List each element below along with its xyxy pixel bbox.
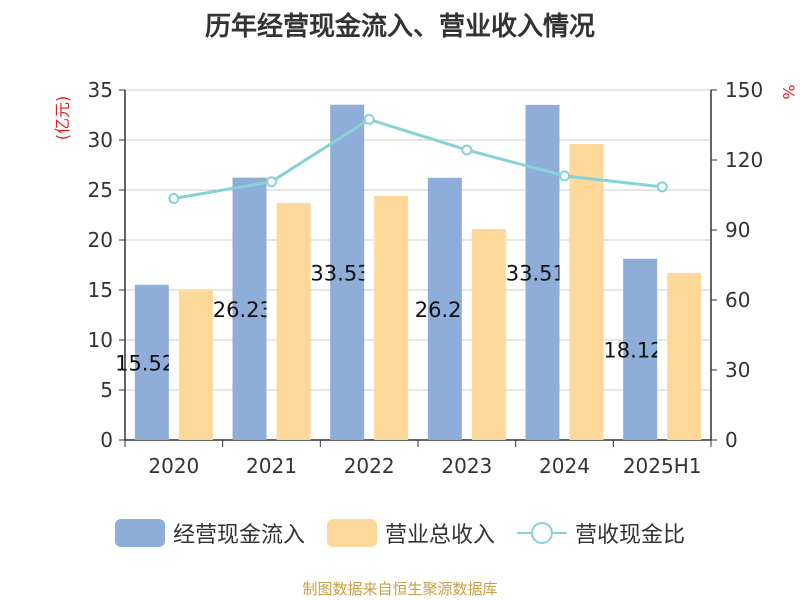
bar-revenue [569,144,604,440]
data-label-cash-inflow: 26.22 [415,298,475,322]
data-label-cash-inflow: 33.531 [310,261,383,285]
y-right-tick-label: 90 [725,218,750,242]
y-left-tick-label: 20 [88,228,113,252]
chart-legend: 经营现金流入 营业总收入 营收现金比 [0,517,800,549]
x-tick-label: 2021 [246,454,297,478]
legend-item-revenue[interactable]: 营业总收入 [326,517,495,549]
bar-cash-inflow [427,177,462,441]
y-left-tick-label: 5 [100,378,113,402]
data-label-cash-inflow: 15.522 [115,351,188,375]
bar-cash-inflow [525,104,560,441]
y-left-tick-label: 25 [88,178,113,202]
y-left-axis-title: (亿元) [53,96,72,141]
bar-cash-inflow [623,258,658,440]
data-label-cash-inflow: 33.514 [506,261,579,285]
data-label-cash-inflow: 26.237 [213,298,286,322]
chart-title: 历年经营现金流入、营业收入情况 [204,12,595,42]
source-note: 制图数据来自恒生聚源数据库 [302,580,498,598]
legend-label-cash-inflow: 经营现金流入 [172,523,305,548]
y-right-tick-label: 150 [725,78,763,102]
bar-cash-inflow [232,177,267,440]
line-cash-ratio [173,117,663,200]
y-right-tick-label: 0 [725,428,738,452]
y-right-axis-title: % [779,84,798,99]
y-left-tick-label: 10 [88,328,113,352]
legend-item-cash-ratio[interactable]: 营收现金比 [517,517,685,549]
y-left-tick-label: 15 [88,278,113,302]
y-right-tick-label: 120 [725,148,763,172]
legend-label-cash-ratio: 营收现金比 [575,523,686,548]
bar-cash-inflow [330,104,365,440]
x-tick-label: 2025H1 [623,454,702,478]
bar-revenue [667,273,702,440]
bar-revenue [276,203,311,440]
legend-item-cash-inflow[interactable]: 经营现金流入 [114,517,305,549]
y-left-tick-label: 0 [100,428,113,452]
point-cash-ratio [461,144,473,156]
y-right-tick-label: 60 [725,288,750,312]
bar-revenue [178,290,213,440]
x-tick-label: 2024 [539,454,590,478]
y-left-tick-label: 30 [88,128,113,152]
point-cash-ratio [363,113,375,125]
point-cash-ratio [266,176,277,188]
x-tick-label: 2023 [441,454,492,478]
point-cash-ratio [168,193,180,204]
y-right-tick-label: 30 [725,358,750,382]
legend-swatch-cash-inflow [114,519,165,547]
point-cash-ratio [656,181,668,193]
bar-cash-inflow [134,284,169,440]
point-cash-ratio [559,170,570,182]
data-label-cash-inflow: 18.124 [603,338,676,362]
x-tick-label: 2020 [148,454,199,478]
x-tick-label: 2022 [344,454,395,478]
y-left-tick-label: 35 [88,78,113,102]
bar-revenue [471,229,506,440]
legend-swatch-revenue [326,519,377,547]
legend-label-revenue: 营业总收入 [384,523,495,548]
legend-swatch-cash-ratio [517,519,567,547]
bar-revenue [374,196,409,440]
